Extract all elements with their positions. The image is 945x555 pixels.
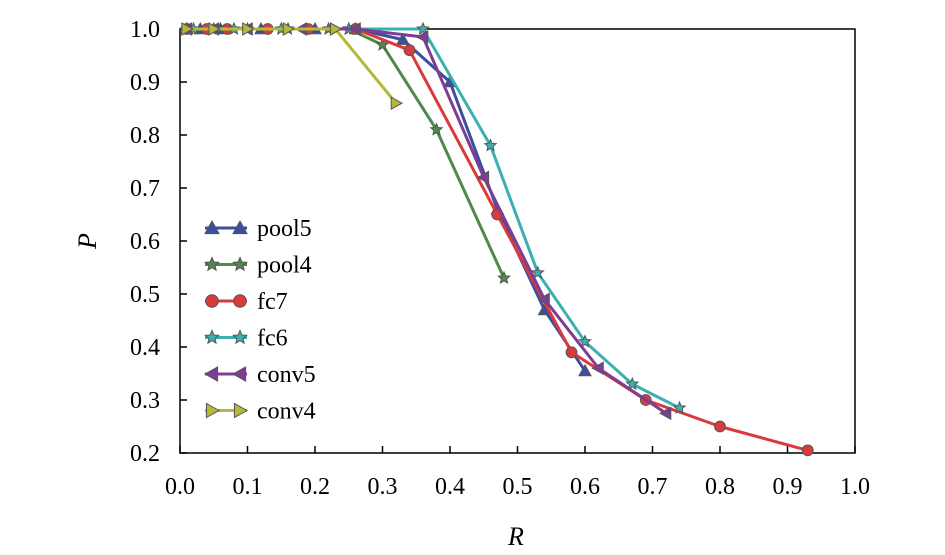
data-point-fc7: [714, 420, 726, 433]
legend-label: pool5: [257, 216, 312, 242]
y-tick-label: 0.5: [130, 282, 160, 308]
legend-marker: [232, 256, 248, 272]
legend-marker: [205, 294, 219, 308]
legend-label: fc7: [257, 289, 288, 315]
legend-label: pool4: [257, 253, 312, 279]
data-point-fc6: [578, 334, 592, 348]
data-point-conv5: [415, 30, 429, 44]
legend-label: conv4: [257, 399, 316, 425]
legend: pool5 pool4 fc7 fc6 conv5 conv4: [203, 216, 316, 425]
data-point-conv4: [329, 22, 343, 36]
x-tick-label: 0.5: [503, 474, 533, 500]
legend-marker: [233, 294, 247, 308]
y-tick-label: 1.0: [130, 17, 160, 43]
data-point-conv5: [348, 22, 361, 36]
data-point-conv4: [181, 22, 194, 36]
series-line-pool5: [186, 27, 587, 372]
data-point-fc6: [416, 21, 430, 35]
legend-marker: [204, 329, 220, 345]
x-tick-label: 0.3: [368, 474, 398, 500]
data-point-fc6: [625, 376, 640, 391]
data-point-pool5: [578, 363, 592, 377]
series-conv4: [181, 22, 404, 111]
legend-label: fc6: [257, 326, 288, 352]
x-tick-label: 0.1: [233, 474, 263, 500]
series-pool4: [179, 21, 511, 285]
x-tick-label: 0.4: [435, 474, 465, 500]
legend-marker: [205, 402, 221, 419]
x-axis-title: R: [507, 522, 524, 551]
legend-item-conv5: conv5: [203, 362, 316, 388]
legend-marker: [233, 402, 249, 419]
y-tick-label: 0.8: [130, 123, 160, 149]
data-point-conv4: [242, 22, 255, 36]
data-point-fc6: [530, 265, 545, 279]
legend-marker: [232, 219, 248, 235]
data-point-fc7: [565, 346, 578, 359]
legend-marker: [231, 366, 247, 382]
data-point-pool5: [395, 32, 410, 45]
y-axis-title: P: [73, 233, 102, 250]
legend-item-fc7: fc7: [205, 289, 288, 315]
legend-item-pool4: pool4: [204, 253, 312, 279]
series-pool5: [179, 21, 592, 377]
series-area: [179, 21, 814, 457]
data-point-fc6: [672, 400, 687, 414]
x-tick-label: 0.8: [705, 474, 735, 500]
data-point-conv5: [658, 406, 672, 421]
legend-item-pool5: pool5: [204, 216, 312, 242]
x-tick-label: 0.9: [773, 474, 803, 500]
legend-marker: [203, 366, 219, 382]
y-tick-label: 0.2: [130, 441, 160, 467]
data-point-fc7: [403, 44, 416, 57]
series-line-pool4: [186, 27, 506, 279]
legend-marker: [232, 329, 248, 345]
y-tick-label: 0.6: [130, 229, 160, 255]
legend-item-fc6: fc6: [204, 326, 288, 352]
legend-item-conv4: conv4: [205, 399, 316, 425]
legend-marker: [204, 219, 220, 235]
data-point-conv4: [282, 22, 296, 36]
axes: 0.0 0.1 0.2 0.3 0.4 0.5 0.6 0.7 0.8 0.9 1.0 0.2 0.3 0…: [130, 17, 870, 500]
y-tick-label: 0.9: [130, 70, 160, 96]
data-point-conv4: [390, 96, 404, 111]
y-tick-label: 0.7: [130, 176, 160, 202]
data-point-conv4: [208, 22, 221, 36]
x-tick-label: 1.0: [840, 474, 870, 500]
legend-marker: [204, 256, 220, 272]
legend-label: conv5: [257, 362, 316, 388]
data-point-pool4: [429, 122, 444, 136]
data-point-conv5: [537, 292, 550, 307]
x-tick-label: 0.2: [300, 474, 330, 500]
data-point-fc6: [483, 138, 498, 152]
data-point-conv5: [476, 170, 490, 185]
y-tick-label: 0.3: [130, 388, 160, 414]
data-point-conv5: [591, 361, 604, 376]
data-point-fc7: [801, 444, 814, 457]
x-tick-label: 0.7: [638, 474, 668, 500]
data-point-pool4: [497, 270, 511, 285]
x-tick-label: 0.6: [570, 474, 600, 500]
y-tick-label: 0.4: [130, 335, 160, 361]
series-line-conv4: [186, 27, 398, 105]
x-tick-label: 0.0: [165, 474, 195, 500]
